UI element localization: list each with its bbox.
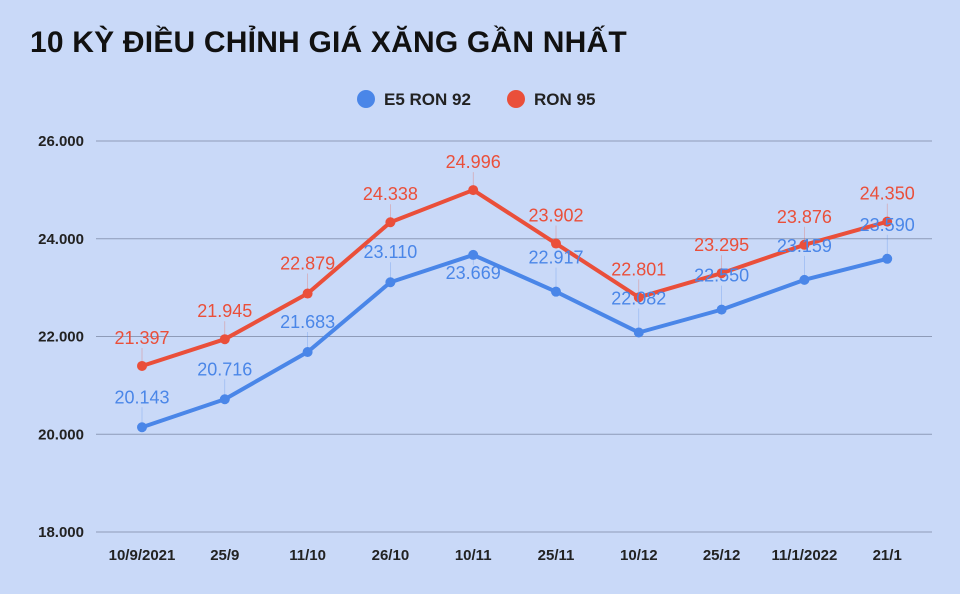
legend-label-e5-ron92: E5 RON 92 — [384, 90, 471, 109]
data-point-ron95 — [302, 288, 313, 299]
data-point-ron95 — [799, 239, 810, 250]
x-tick-label: 11/1/2022 — [771, 547, 837, 564]
data-point-e5-ron92 — [385, 277, 396, 288]
x-tick-label: 10/9/2021 — [109, 547, 176, 564]
data-point-e5-ron92 — [302, 346, 313, 357]
data-label-ron95: 23.902 — [528, 206, 583, 226]
data-point-e5-ron92 — [633, 327, 644, 338]
y-tick-label: 22.000 — [38, 329, 84, 346]
x-tick-label: 21/1 — [873, 547, 902, 564]
data-point-ron95 — [219, 334, 230, 345]
data-label-e5-ron92: 22.550 — [694, 266, 749, 286]
data-point-e5-ron92 — [799, 274, 810, 285]
series-line-e5-ron92 — [140, 252, 890, 430]
data-label-ron95: 24.996 — [446, 152, 501, 172]
data-point-ron95 — [385, 217, 396, 228]
series-line-ron95 — [140, 188, 890, 368]
data-label-ron95: 21.397 — [114, 328, 169, 348]
data-point-e5-ron92 — [551, 286, 561, 297]
data-label-ron95: 22.879 — [280, 254, 335, 274]
legend-label-ron95: RON 95 — [534, 90, 595, 109]
x-tick-label: 25/11 — [538, 547, 575, 564]
data-point-e5-ron92 — [468, 249, 479, 260]
data-label-ron95: 21.945 — [197, 301, 252, 321]
data-point-ron95 — [633, 292, 644, 303]
data-label-e5-ron92: 20.716 — [197, 359, 252, 379]
data-point-e5-ron92 — [219, 394, 230, 405]
x-tick-label: 11/10 — [289, 547, 326, 564]
data-point-ron95 — [137, 360, 147, 371]
data-label-e5-ron92: 22.082 — [611, 288, 666, 308]
data-label-ron95: 24.350 — [860, 184, 915, 204]
data-point-ron95 — [468, 185, 479, 196]
data-point-ron95 — [716, 268, 727, 279]
data-point-e5-ron92 — [716, 304, 727, 315]
data-label-ron95: 23.295 — [694, 235, 749, 255]
y-tick-label: 24.000 — [38, 231, 84, 248]
data-label-e5-ron92: 23.590 — [860, 215, 915, 235]
data-label-e5-ron92: 23.159 — [777, 236, 832, 256]
data-label-e5-ron92: 22.917 — [528, 248, 583, 268]
x-tick-label: 25/12 — [703, 547, 741, 564]
chart-title: 10 KỲ ĐIỀU CHỈNH GIÁ XĂNG GẦN NHẤT — [30, 26, 627, 59]
data-label-e5-ron92: 23.669 — [446, 263, 501, 283]
data-point-ron95 — [551, 238, 561, 249]
data-label-ron95: 24.338 — [363, 184, 418, 204]
x-tick-label: 10/11 — [455, 547, 492, 564]
x-tick-label: 26/10 — [372, 547, 410, 564]
data-label-ron95: 23.876 — [777, 207, 832, 227]
data-label-ron95: 22.801 — [611, 259, 666, 279]
legend-marker-ron95 — [507, 90, 525, 108]
y-tick-label: 18.000 — [38, 524, 84, 541]
y-tick-label: 20.000 — [38, 426, 84, 443]
data-point-ron95 — [882, 216, 893, 227]
data-point-e5-ron92 — [137, 422, 147, 433]
legend-marker-e5-ron92 — [357, 90, 375, 108]
data-label-e5-ron92: 23.110 — [364, 242, 418, 262]
data-label-e5-ron92: 20.143 — [114, 387, 169, 407]
data-point-e5-ron92 — [882, 253, 893, 264]
y-tick-label: 26.000 — [38, 133, 84, 150]
data-label-e5-ron92: 21.683 — [280, 312, 335, 332]
x-tick-label: 25/9 — [210, 547, 239, 564]
x-tick-label: 10/12 — [620, 547, 658, 564]
